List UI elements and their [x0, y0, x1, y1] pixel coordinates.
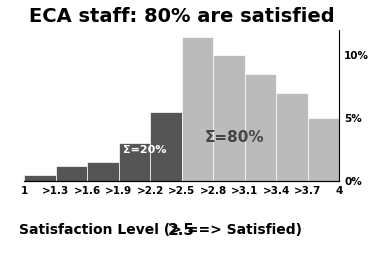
- Bar: [87, 162, 118, 181]
- Bar: [213, 55, 245, 181]
- Text: Σ=80%: Σ=80%: [204, 130, 264, 145]
- Bar: [339, 156, 371, 181]
- Text: Σ=20%: Σ=20%: [123, 145, 167, 155]
- Bar: [56, 166, 87, 181]
- Bar: [245, 74, 276, 181]
- Bar: [24, 175, 56, 181]
- Bar: [182, 37, 213, 181]
- Text: 2.5: 2.5: [168, 224, 195, 239]
- Text: Satisfaction Level (>: Satisfaction Level (>: [19, 224, 182, 238]
- Text: ==> Satisfied): ==> Satisfied): [182, 224, 302, 238]
- Bar: [308, 118, 339, 181]
- Bar: [118, 143, 150, 181]
- Bar: [150, 112, 182, 181]
- Bar: [276, 93, 308, 181]
- Title: ECA staff: 80% are satisfied: ECA staff: 80% are satisfied: [29, 7, 334, 26]
